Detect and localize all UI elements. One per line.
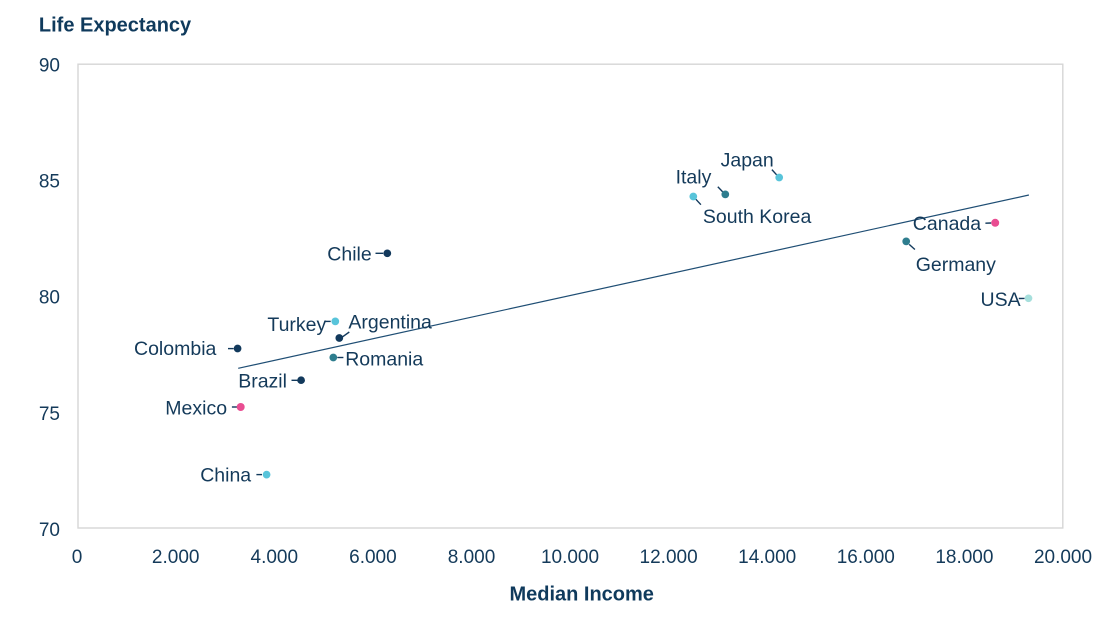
svg-text:Median Income: Median Income	[509, 583, 653, 605]
svg-text:Chile: Chile	[327, 244, 371, 266]
svg-text:Romania: Romania	[345, 348, 423, 370]
svg-text:18.000: 18.000	[935, 547, 993, 568]
svg-text:Japan: Japan	[721, 150, 774, 172]
svg-text:14.000: 14.000	[738, 547, 796, 568]
svg-text:Brazil: Brazil	[238, 370, 287, 392]
svg-text:Mexico: Mexico	[165, 397, 227, 419]
svg-text:4.000: 4.000	[251, 547, 299, 568]
svg-text:2.000: 2.000	[152, 547, 200, 568]
svg-text:8.000: 8.000	[448, 547, 496, 568]
svg-text:75: 75	[39, 404, 60, 425]
svg-text:20.000: 20.000	[1034, 547, 1092, 568]
svg-text:12.000: 12.000	[640, 547, 698, 568]
svg-text:80: 80	[39, 288, 60, 309]
svg-text:South Korea: South Korea	[703, 206, 812, 228]
svg-text:85: 85	[39, 172, 60, 193]
svg-text:Italy: Italy	[676, 167, 712, 189]
svg-text:90: 90	[39, 55, 60, 76]
svg-text:USA: USA	[981, 289, 1021, 311]
svg-text:0: 0	[72, 547, 83, 568]
svg-text:China: China	[200, 465, 251, 487]
svg-text:70: 70	[39, 520, 60, 541]
svg-text:Life Expectancy: Life Expectancy	[39, 15, 192, 37]
svg-text:Canada: Canada	[913, 213, 981, 235]
svg-text:10.000: 10.000	[541, 547, 599, 568]
svg-text:Argentina: Argentina	[348, 311, 432, 333]
svg-text:16.000: 16.000	[837, 547, 895, 568]
svg-text:6.000: 6.000	[349, 547, 397, 568]
svg-text:Colombia: Colombia	[134, 338, 217, 360]
svg-text:Germany: Germany	[916, 254, 996, 276]
svg-text:Turkey: Turkey	[267, 314, 326, 336]
